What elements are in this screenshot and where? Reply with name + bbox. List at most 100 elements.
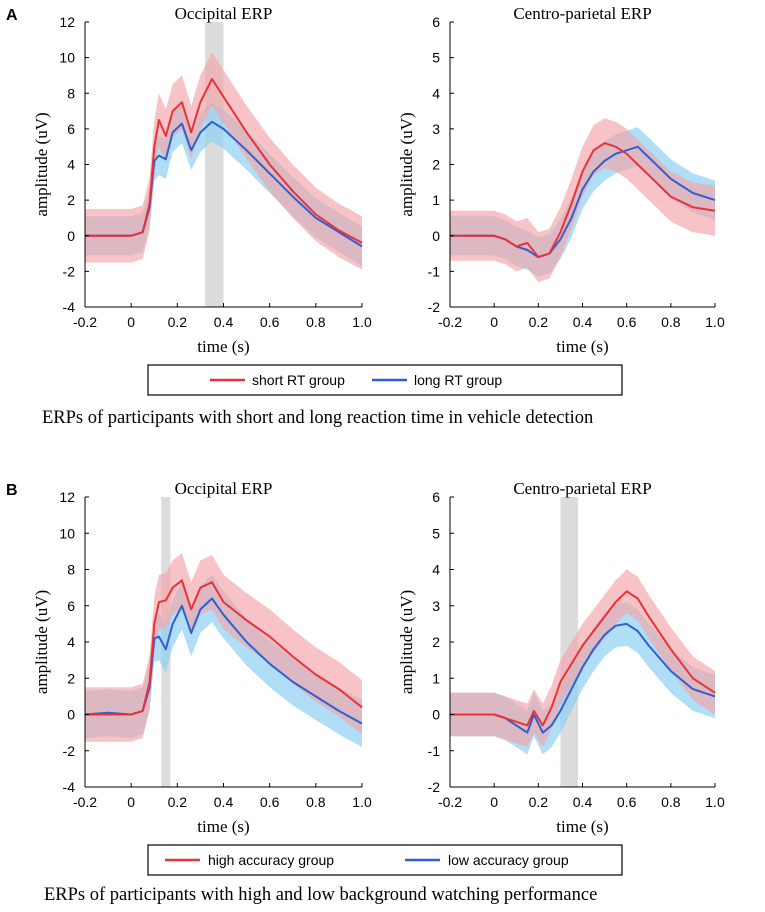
- legend-b-frame: [147, 844, 623, 876]
- y-tick-label: -2: [63, 743, 76, 759]
- x-tick-label: 0.6: [260, 314, 280, 330]
- line-red: [85, 579, 363, 716]
- y-tick-label: 1: [432, 670, 440, 686]
- x-axis-label: time (s): [197, 817, 249, 836]
- panel-letter-b: B: [6, 482, 18, 499]
- chart-b-occipital: -4 -2 0 2 4 6 8 10 12 -0.2 0 0.2 0.4 0.6 0.8 1.0 Occipit…: [32, 479, 372, 836]
- x-tick-label: -0.2: [438, 314, 462, 330]
- y-axis-label: amplitude (uV): [32, 112, 51, 216]
- y-tick-label: -4: [63, 779, 76, 795]
- y-tick-label: 0: [67, 228, 75, 244]
- y-tick-label: 12: [59, 489, 75, 505]
- y-axis-label: amplitude (uV): [397, 590, 416, 694]
- caption-a: ERPs of participants with short and long…: [42, 408, 593, 428]
- line-blue: [450, 622, 716, 734]
- x-tick-label: 1.0: [352, 794, 372, 810]
- x-tick-label: 0.8: [661, 314, 681, 330]
- x-tick-label: 0: [127, 314, 135, 330]
- x-tick-label: 0: [490, 314, 498, 330]
- chart-title: Centro-parietal ERP: [513, 4, 651, 23]
- legend-b-label-red: high accuracy group: [208, 852, 334, 868]
- y-axis-label: amplitude (uV): [32, 590, 51, 694]
- x-axis-label: time (s): [197, 337, 249, 356]
- x-tick-label: 0: [127, 794, 135, 810]
- y-tick-label: -2: [63, 263, 76, 279]
- line-red: [450, 590, 716, 727]
- x-tick-label: 0.4: [573, 314, 593, 330]
- x-tick-label: -0.2: [438, 794, 462, 810]
- x-tick-label: 0.8: [661, 794, 681, 810]
- y-tick-label: 12: [59, 14, 75, 30]
- band-red: [85, 553, 362, 742]
- y-tick-label: 3: [432, 598, 440, 614]
- y-tick-label: 8: [67, 85, 75, 101]
- y-tick-label: -4: [63, 299, 76, 315]
- x-tick-label: -0.2: [73, 794, 97, 810]
- legend-a-label-blue: long RT group: [414, 372, 502, 388]
- band-red: [450, 569, 715, 748]
- x-tick-label: 0.6: [260, 794, 280, 810]
- y-tick-label: -1: [428, 743, 441, 759]
- caption-b: ERPs of participants with high and low b…: [44, 885, 597, 905]
- x-axis-label: time (s): [556, 337, 608, 356]
- x-tick-label: 0.4: [214, 314, 234, 330]
- y-tick-label: 4: [432, 85, 440, 101]
- y-tick-label: 1: [432, 192, 440, 208]
- chart-title: Centro-parietal ERP: [513, 479, 651, 498]
- y-tick-label: 6: [67, 598, 75, 614]
- y-tick-label: 6: [432, 489, 440, 505]
- chart-b-centro-parietal: -2 -1 0 1 2 3 4 5 6 -0.2 0 0.2 0.4 0.6 0.8 1.0 Centro-pa…: [397, 479, 725, 836]
- y-tick-label: -1: [428, 263, 441, 279]
- y-tick-label: -2: [428, 779, 441, 795]
- y-tick-label: 2: [67, 670, 75, 686]
- x-tick-label: 0.8: [306, 314, 326, 330]
- y-tick-label: 3: [432, 121, 440, 137]
- x-tick-label: -0.2: [73, 314, 97, 330]
- panel-letter-a: A: [6, 7, 18, 24]
- x-tick-label: 0.6: [617, 314, 637, 330]
- y-axis-label: amplitude (uV): [397, 112, 416, 216]
- legend-a: short RT group long RT group: [147, 364, 623, 396]
- x-tick-label: 0.8: [306, 794, 326, 810]
- chart-title: Occipital ERP: [175, 479, 273, 498]
- x-tick-label: 0.2: [168, 794, 188, 810]
- legend-b-label-blue: low accuracy group: [448, 852, 569, 868]
- y-tick-label: -2: [428, 299, 441, 315]
- y-tick-label: 4: [432, 562, 440, 578]
- y-tick-label: 10: [59, 50, 75, 66]
- legend-a-label-red: short RT group: [252, 372, 345, 388]
- line-red: [450, 142, 716, 259]
- y-tick-label: 6: [432, 14, 440, 30]
- y-tick-label: 2: [432, 634, 440, 650]
- y-tick-label: 2: [432, 157, 440, 173]
- chart-title: Occipital ERP: [175, 4, 273, 23]
- y-tick-label: 2: [67, 192, 75, 208]
- y-tick-label: 8: [67, 562, 75, 578]
- y-tick-label: 10: [59, 525, 75, 541]
- x-tick-label: 1.0: [705, 314, 725, 330]
- x-tick-label: 0.2: [529, 314, 549, 330]
- x-tick-label: 0.6: [617, 794, 637, 810]
- band-red: [450, 118, 715, 283]
- y-tick-label: 0: [67, 707, 75, 723]
- x-tick-label: 0.4: [573, 794, 593, 810]
- x-tick-label: 0.4: [214, 794, 234, 810]
- y-tick-label: 0: [432, 228, 440, 244]
- x-tick-label: 1.0: [705, 794, 725, 810]
- legend-b: high accuracy group low accuracy group: [147, 844, 623, 876]
- y-tick-label: 4: [67, 157, 75, 173]
- x-axis-label: time (s): [556, 817, 608, 836]
- line-red: [85, 78, 363, 244]
- x-tick-label: 1.0: [352, 314, 372, 330]
- x-tick-label: 0.2: [168, 314, 188, 330]
- chart-a-centro-parietal: -2 -1 0 1 2 3 4 5 6 -0.2 0 0.2 0.4 0.6 0.8 1.0 Centro-pa…: [397, 4, 725, 356]
- y-tick-label: 6: [67, 121, 75, 137]
- y-tick-label: 5: [432, 525, 440, 541]
- chart-a-occipital: -4 -2 0 2 4 6 8 10 12 -0.2 0 0.2 0.4 0.6 0.8 1.0 Occipit…: [32, 4, 372, 356]
- band-red: [85, 52, 362, 270]
- x-tick-label: 0.2: [529, 794, 549, 810]
- y-tick-label: 0: [432, 707, 440, 723]
